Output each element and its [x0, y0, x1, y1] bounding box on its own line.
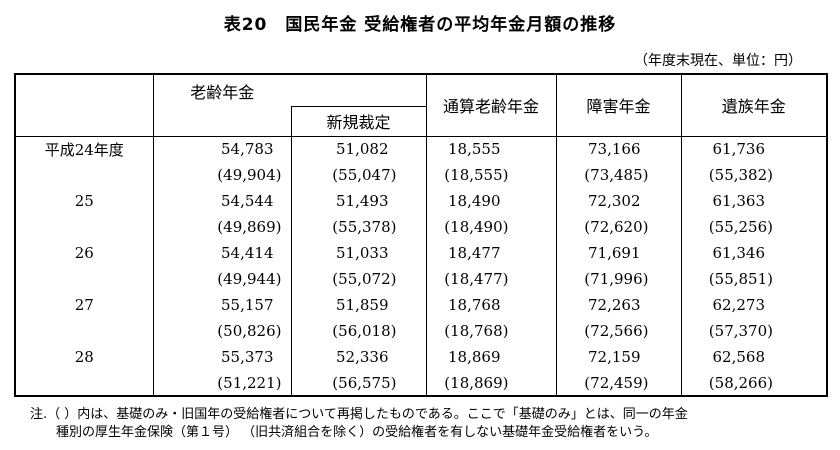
- table-body: 平成24年度 54,783 51,082 18,555 73,166 61,73…: [14, 136, 828, 396]
- row-label: 25: [14, 188, 154, 214]
- cell-disability: (72,620): [555, 214, 682, 240]
- cell-survivor: (55,382): [680, 162, 828, 188]
- cell-survivor: 62,568: [680, 344, 828, 370]
- table-row: 27 55,157 51,859 18,768 72,263 62,273: [14, 292, 828, 318]
- cell-total-old-age: (18,490): [425, 214, 557, 240]
- table-row: 26 54,414 51,033 18,477 71,691 61,346: [14, 240, 828, 266]
- footnote-line-1: 注.（ ）内は、基礎のみ・旧国年の受給権者について再掲したものである。ここで「基…: [30, 407, 688, 422]
- cell-old-age: (49,904): [152, 162, 292, 188]
- header-old-age: 老齢年金: [152, 73, 291, 106]
- cell-old-age: (49,869): [152, 214, 292, 240]
- cell-newly-awarded: 51,033: [290, 240, 427, 266]
- cell-disability: 72,263: [555, 292, 682, 318]
- row-label: [14, 266, 154, 292]
- table-header: 老齢年金 通算老齢年金 障害年金 遺族年金 新規裁定: [14, 73, 828, 137]
- cell-total-old-age: 18,869: [425, 344, 557, 370]
- header-old-age-spacer: [291, 73, 427, 107]
- row-label: [14, 370, 154, 396]
- cell-total-old-age: (18,555): [425, 162, 557, 188]
- cell-total-old-age: (18,869): [425, 370, 557, 396]
- cell-total-old-age: 18,768: [425, 292, 557, 318]
- cell-newly-awarded: (55,047): [290, 162, 427, 188]
- cell-disability: (72,566): [555, 318, 682, 344]
- cell-total-old-age: 18,490: [425, 188, 557, 214]
- cell-newly-awarded: (56,575): [290, 370, 427, 396]
- cell-disability: (72,459): [555, 370, 682, 396]
- table-row: 25 54,544 51,493 18,490 72,302 61,363: [14, 188, 828, 214]
- cell-total-old-age: 18,555: [425, 136, 557, 162]
- cell-old-age: (49,944): [152, 266, 292, 292]
- table-row-paren: (50,826) (56,018) (18,768) (72,566) (57,…: [14, 318, 828, 344]
- cell-newly-awarded: (56,018): [290, 318, 427, 344]
- header-disability: 障害年金: [555, 73, 682, 137]
- header-survivor: 遺族年金: [680, 73, 828, 137]
- cell-total-old-age: (18,477): [425, 266, 557, 292]
- row-label: 27: [14, 292, 154, 318]
- row-label: 平成24年度: [14, 136, 154, 162]
- corner-cell: [14, 73, 154, 137]
- cell-total-old-age: 18,477: [425, 240, 557, 266]
- page-title: 表20 国民年金 受給権者の平均年金月額の推移: [223, 15, 617, 35]
- header-newly-awarded: 新規裁定: [290, 105, 427, 137]
- header-row-2: 新規裁定: [15, 105, 827, 137]
- cell-disability: 72,159: [555, 344, 682, 370]
- table-row-paren: (49,869) (55,378) (18,490) (72,620) (55,…: [14, 214, 828, 240]
- cell-newly-awarded: (55,378): [290, 214, 427, 240]
- table-row-paren: (49,944) (55,072) (18,477) (71,996) (55,…: [14, 266, 828, 292]
- row-label: 26: [14, 240, 154, 266]
- cell-survivor: 61,363: [680, 188, 828, 214]
- row-label: 28: [14, 344, 154, 370]
- cell-total-old-age: (18,768): [425, 318, 557, 344]
- cell-newly-awarded: 52,336: [290, 344, 427, 370]
- footnote-line-2: 種別の厚生年金保険（第１号） （旧共済組合を除く）の受給権者を有しない基礎年金受…: [56, 425, 658, 440]
- cell-survivor: (57,370): [680, 318, 828, 344]
- cell-survivor: 61,346: [680, 240, 828, 266]
- cell-old-age: (51,221): [152, 370, 292, 396]
- footnote: 注.（ ）内は、基礎のみ・旧国年の受給権者について再掲したものである。ここで「基…: [0, 406, 840, 442]
- cell-old-age: (50,826): [152, 318, 292, 344]
- cell-old-age: 55,373: [152, 344, 292, 370]
- cell-survivor: (55,256): [680, 214, 828, 240]
- table-row: 平成24年度 54,783 51,082 18,555 73,166 61,73…: [14, 136, 828, 162]
- header-row-1: 老齢年金 通算老齢年金 障害年金 遺族年金: [14, 73, 828, 137]
- row-label: [14, 318, 154, 344]
- table-row-paren: (51,221) (56,575) (18,869) (72,459) (58,…: [14, 370, 828, 396]
- cell-disability: (73,485): [555, 162, 682, 188]
- table-row-paren: (49,904) (55,047) (18,555) (73,485) (55,…: [14, 162, 828, 188]
- cell-old-age: 54,544: [152, 188, 292, 214]
- cell-old-age: 55,157: [152, 292, 292, 318]
- row-label: [14, 162, 154, 188]
- cell-survivor: (55,851): [680, 266, 828, 292]
- cell-survivor: 62,273: [680, 292, 828, 318]
- cell-old-age: 54,414: [152, 240, 292, 266]
- header-total-old-age: 通算老齢年金: [425, 73, 557, 137]
- cell-newly-awarded: 51,493: [290, 188, 427, 214]
- cell-survivor: (58,266): [680, 370, 828, 396]
- cell-disability: 72,302: [555, 188, 682, 214]
- cell-disability: (71,996): [555, 266, 682, 292]
- header-old-age-sub-spacer: [152, 106, 292, 137]
- cell-newly-awarded: 51,859: [290, 292, 427, 318]
- table-row: 28 55,373 52,336 18,869 72,159 62,568: [14, 344, 828, 370]
- cell-newly-awarded: (55,072): [290, 266, 427, 292]
- cell-disability: 73,166: [555, 136, 682, 162]
- cell-disability: 71,691: [555, 240, 682, 266]
- cell-survivor: 61,736: [680, 136, 828, 162]
- cell-newly-awarded: 51,082: [290, 136, 427, 162]
- row-label: [14, 214, 154, 240]
- cell-old-age: 54,783: [152, 136, 292, 162]
- unit-note: （年度末現在、単位：円）: [634, 53, 802, 69]
- pension-table: 老齢年金 通算老齢年金 障害年金 遺族年金 新規裁定 平成24年度 54,783…: [14, 73, 828, 397]
